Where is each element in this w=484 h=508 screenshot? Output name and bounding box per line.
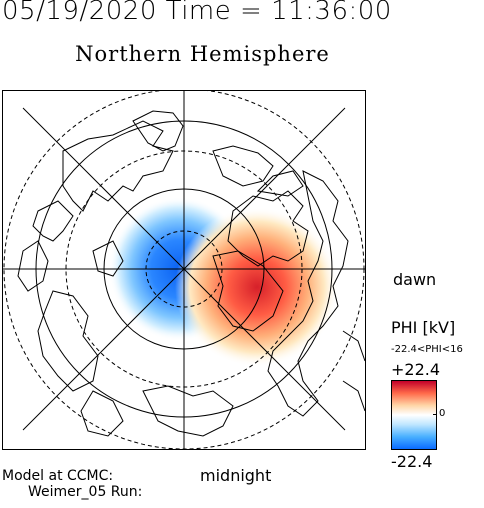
model-caption-line1: Model at CCMC:	[2, 468, 114, 484]
colorbar-min-label: -22.4	[391, 452, 433, 471]
polar-map-svg	[3, 91, 365, 449]
midnight-label: midnight	[200, 466, 272, 485]
polar-map	[2, 90, 366, 450]
colorbar-zero-tick	[433, 414, 437, 415]
model-caption-line2: Weimer_05 Run:	[28, 484, 143, 500]
colorbar-range: -22.4<PHI<16	[391, 344, 463, 355]
colorbar	[391, 380, 437, 450]
dawn-label: dawn	[393, 270, 437, 289]
positive-potential-cell	[175, 207, 339, 367]
meridian-line	[22, 107, 346, 431]
map-title: Northern Hemisphere	[75, 42, 330, 66]
colorbar-title: PHI [kV]	[391, 318, 456, 337]
coastlines	[17, 110, 365, 437]
colorbar-max-label: +22.4	[391, 360, 441, 379]
date-time-header: 05/19/2020 Time = 11:36:00	[2, 0, 392, 26]
colorbar-zero-label: 0	[439, 408, 446, 419]
